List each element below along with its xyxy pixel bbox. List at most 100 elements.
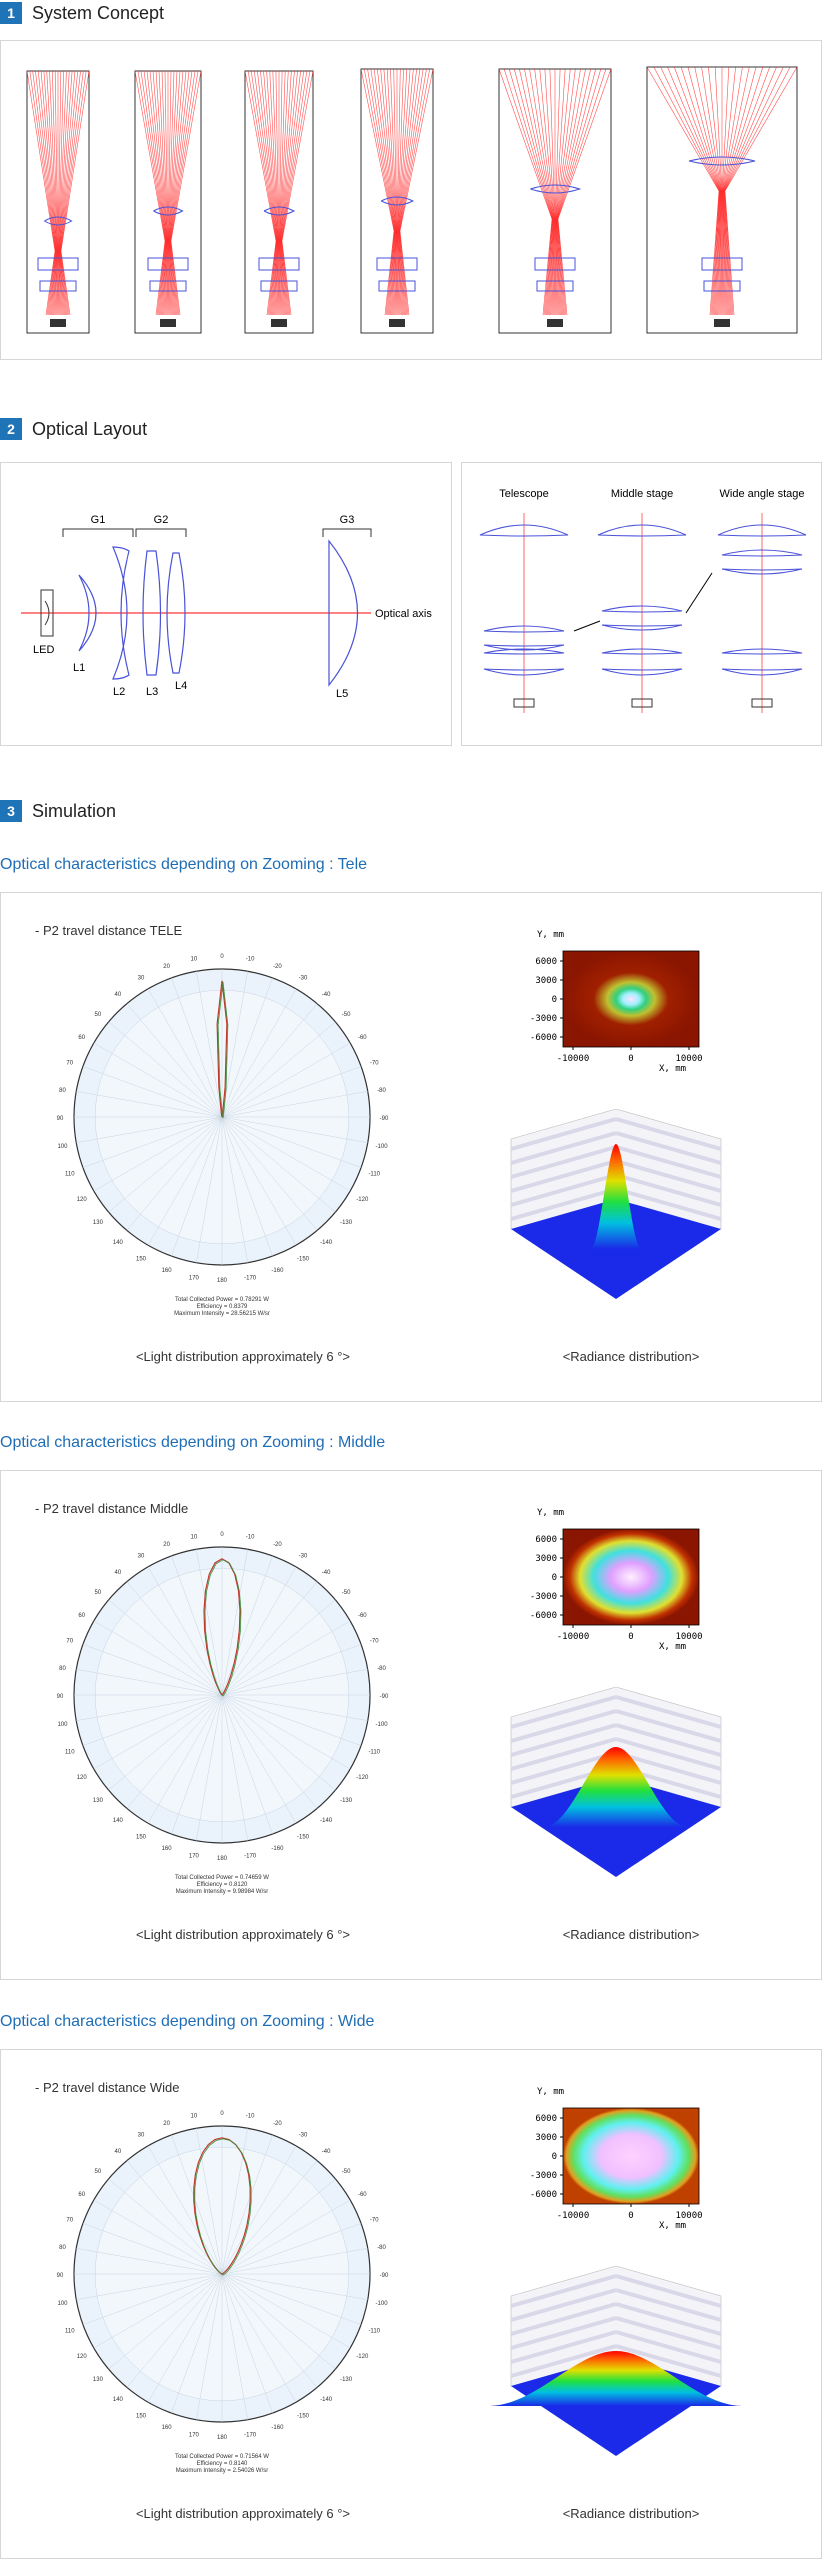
sim-panel: - P2 travel distance TELE 0 -10 -20 -30 -40 -5… — [0, 892, 822, 1402]
ray — [724, 66, 791, 192]
lens-l3 — [142, 550, 162, 676]
ray — [170, 240, 179, 316]
ray — [708, 66, 722, 192]
ray — [556, 218, 562, 316]
ray — [168, 70, 181, 242]
polar-spoke — [221, 1021, 336, 1118]
polar-tick-label: 0 — [220, 2111, 224, 2117]
ray — [701, 66, 722, 192]
ray — [539, 68, 555, 220]
ray — [395, 230, 398, 316]
ray — [274, 240, 279, 316]
polar-tick-label: 60 — [78, 1613, 85, 1619]
ray — [503, 68, 553, 220]
ray — [542, 218, 553, 316]
ray — [157, 240, 166, 316]
radiance-surface-plot — [491, 2266, 741, 2456]
polar-spoke — [221, 1669, 368, 1696]
ray — [280, 240, 285, 316]
polar-tick-label: 30 — [138, 976, 145, 982]
group-bracket-g3 — [322, 528, 372, 537]
travel-distance-label: - P2 travel distance Middle — [35, 1501, 189, 1516]
ray — [399, 230, 408, 316]
power-stat: Efficiency = 0.8379 — [197, 1304, 248, 1310]
ray — [164, 70, 169, 242]
polar-spoke — [221, 1116, 368, 1143]
ray — [169, 240, 174, 316]
stage-lens — [483, 648, 565, 655]
ray — [694, 66, 722, 192]
led-base — [389, 319, 405, 327]
radiance-surface-plot — [510, 1109, 722, 1299]
ray — [35, 70, 57, 252]
ray — [279, 240, 282, 316]
wall-stripe — [510, 1117, 617, 1151]
polar-spoke — [221, 977, 273, 1118]
ray — [278, 70, 283, 242]
ray — [398, 68, 421, 232]
ray — [398, 230, 405, 316]
ray — [508, 68, 553, 220]
section-number: 1 — [0, 2, 22, 24]
polar-tick-label: -120 — [356, 1775, 369, 1781]
map-x-tick-label: 10000 — [675, 1632, 702, 1642]
polar-tick-label: -170 — [244, 1854, 257, 1860]
ray — [60, 70, 90, 252]
wall-stripe — [615, 2316, 722, 2350]
polar-spoke — [221, 971, 248, 1118]
ray — [272, 240, 278, 316]
ray — [58, 70, 67, 252]
polar-tick-label: 180 — [217, 1856, 228, 1862]
sim-panel: - P2 travel distance Wide 0 -10 -20 -30 -40 -5… — [0, 2049, 822, 2559]
ray — [716, 190, 721, 316]
ray — [544, 218, 553, 316]
polar-tick-label: 130 — [93, 1798, 104, 1804]
power-stat: Maximum Intensity = 2.54026 W/sr — [176, 2468, 269, 2474]
ray — [50, 250, 57, 316]
map-y-tick-label: 6000 — [535, 957, 557, 967]
polar-tick-label: -10 — [246, 956, 255, 962]
polar-spoke — [171, 2134, 223, 2275]
ray — [555, 218, 560, 316]
ray — [281, 240, 291, 316]
polar-tick-label: 140 — [113, 2397, 124, 2403]
wall-stripe — [510, 2316, 617, 2350]
section-header-simulation: 3 Simulation — [0, 798, 116, 824]
wall-stripe — [510, 2344, 617, 2378]
ray — [57, 70, 62, 252]
map-y-tick-label: 3000 — [535, 2133, 557, 2143]
polar-spoke — [93, 1620, 223, 1696]
ray — [250, 70, 277, 242]
polar-tick-label: -140 — [320, 1818, 333, 1824]
polar-tick-label: -80 — [377, 1666, 386, 1672]
map-y-label: Y, mm — [537, 2087, 564, 2097]
polar-tick-label: -70 — [370, 1639, 379, 1645]
polar-tick-label: -30 — [299, 976, 308, 982]
stage-lens — [721, 549, 803, 557]
polar-spoke — [221, 1694, 351, 1770]
transition-arrow — [685, 572, 713, 614]
ray — [723, 190, 728, 316]
intensity-lobe-alt — [204, 1559, 242, 1697]
polar-tick-label: -130 — [340, 2377, 353, 2383]
polar-spoke — [221, 2273, 336, 2370]
polar-spoke — [147, 988, 223, 1118]
polar-spoke — [171, 2273, 223, 2414]
ray — [709, 190, 720, 316]
polar-spoke — [76, 1116, 223, 1143]
ray — [723, 66, 777, 192]
ray — [143, 70, 167, 242]
ray — [60, 250, 71, 316]
ray — [556, 218, 561, 316]
polar-tick-label: -150 — [297, 1834, 310, 1840]
lens-label-l3: L3 — [146, 686, 158, 698]
ray — [160, 240, 167, 316]
polar-tick-label: -160 — [271, 1268, 284, 1274]
polar-tick-label: 120 — [77, 2354, 88, 2360]
polar-spoke — [221, 988, 297, 1118]
polar-tick-label: 140 — [113, 1240, 124, 1246]
polar-tick-label: -70 — [370, 1061, 379, 1067]
map-image — [562, 2107, 700, 2205]
polar-spoke — [82, 1694, 223, 1746]
map-x-tick-label: -10000 — [557, 1054, 590, 1064]
